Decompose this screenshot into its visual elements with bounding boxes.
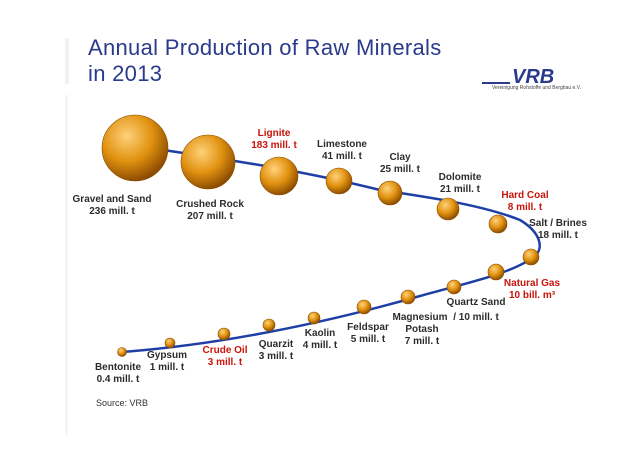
page-title: Annual Production of Raw Minerals in 201… xyxy=(88,35,442,87)
vrb-logo-text: Vereinigung Rohstoffe und Bergbau e.V. xyxy=(492,85,581,91)
label-name-crushed-rock: Crushed Rock xyxy=(176,199,244,210)
source-note: Source: VRB xyxy=(96,398,149,408)
label-value-dolomite: 21 mill. t xyxy=(440,184,481,195)
title-line-1: Annual Production of Raw Minerals xyxy=(88,35,442,60)
ball-kaolin xyxy=(307,311,321,325)
label-value-bentonite: 0.4 mill. t xyxy=(97,374,140,385)
ball-dolomite xyxy=(436,197,460,221)
label-name-lignite: Lignite xyxy=(258,128,291,139)
label-name-magnesium: Magnesium xyxy=(392,312,447,323)
label-name-gypsum: Gypsum xyxy=(147,350,187,361)
label-name-quartz-sand: Quartz Sand xyxy=(447,297,506,308)
label-name-quarzit: Quarzit xyxy=(259,339,294,350)
chart-balls xyxy=(101,114,540,357)
ball-crude-oil xyxy=(217,327,231,341)
label-name-dolomite: Dolomite xyxy=(439,172,482,183)
label-name-feldspar: Feldspar xyxy=(347,322,389,333)
label-name-bentonite: Bentonite xyxy=(95,362,142,373)
label-value-natural-gas: 10 bill. m³ xyxy=(509,290,556,301)
title-accent-bar xyxy=(65,38,69,84)
ball-crushed-rock xyxy=(180,134,236,190)
label-value-kaolin: 4 mill. t xyxy=(303,340,338,351)
ball-gravel-and-sand xyxy=(101,114,169,182)
label-value-feldspar: 5 mill. t xyxy=(351,334,386,345)
label-value-crude-oil: 3 mill. t xyxy=(208,357,243,368)
ball-bentonite xyxy=(117,347,127,357)
vrb-logo: VRB xyxy=(482,66,554,86)
ball-feldspar xyxy=(356,299,372,315)
ball-limestone xyxy=(325,167,353,195)
label-name-hard-coal: Hard Coal xyxy=(501,190,548,201)
ball-salt-brines xyxy=(522,248,540,266)
ball-quarzit xyxy=(262,318,276,332)
label-name-natural-gas: Natural Gas xyxy=(504,278,561,289)
label-name-gravel-and-sand: Gravel and Sand xyxy=(73,194,152,205)
ball-gypsum xyxy=(164,337,176,349)
ball-clay xyxy=(377,180,403,206)
label-name-potash: Potash xyxy=(405,324,438,335)
left-margin-bar xyxy=(65,95,68,435)
vrb-logo-mark: VRB xyxy=(512,66,554,86)
ball-natural-gas xyxy=(487,263,505,281)
label-value-crushed-rock: 207 mill. t xyxy=(187,211,233,222)
label-name-kaolin: Kaolin xyxy=(305,328,336,339)
label-value-hard-coal: 8 mill. t xyxy=(508,202,543,213)
label-value-gypsum: 1 mill. t xyxy=(150,362,185,373)
label-value-limestone: 41 mill. t xyxy=(322,151,363,162)
label-value-lignite: 183 mill. t xyxy=(251,140,297,151)
label-name-crude-oil: Crude Oil xyxy=(202,345,247,356)
label-value-clay: 25 mill. t xyxy=(380,164,421,175)
chart-path-line xyxy=(121,146,541,354)
ball-potash xyxy=(400,289,416,305)
label-value-gravel-and-sand: 236 mill. t xyxy=(89,206,135,217)
title-line-2: in 2013 xyxy=(88,61,163,86)
ball-quartz-sand xyxy=(446,279,462,295)
label-name-clay: Clay xyxy=(389,152,411,163)
label-name-salt-brines: Salt / Brines xyxy=(529,218,587,229)
label-value-quarzit: 3 mill. t xyxy=(259,351,294,362)
label-value-quartz-sand: / 10 mill. t xyxy=(453,312,499,323)
label-value-salt-brines: 18 mill. t xyxy=(538,230,579,241)
label-value-potash: 7 mill. t xyxy=(405,336,440,347)
ball-lignite xyxy=(259,156,299,196)
label-name-limestone: Limestone xyxy=(317,139,367,150)
ball-hard-coal xyxy=(488,214,508,234)
